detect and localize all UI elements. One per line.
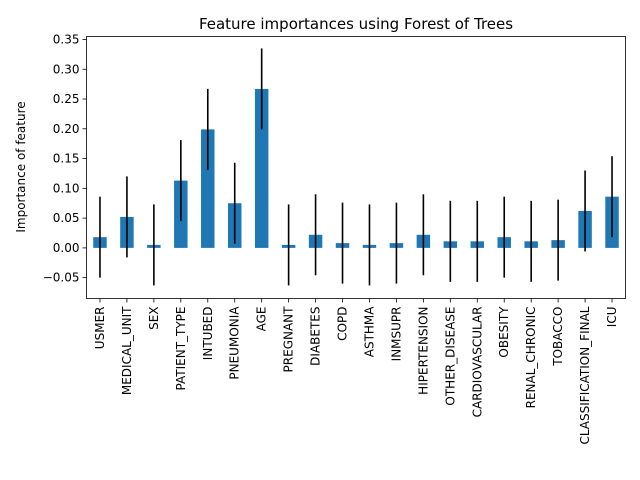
y-tick-label: 0.00 <box>53 241 80 255</box>
x-tick-label: HIPERTENSION <box>416 307 430 395</box>
x-tick-label: OTHER_DISEASE <box>443 307 457 406</box>
x-tick-label: PATIENT_TYPE <box>174 307 188 391</box>
plot-frame <box>86 36 626 299</box>
y-tick-label: 0.05 <box>53 211 80 225</box>
x-axis-ticks: USMER MEDICAL_UNIT SEX PATIENT_TYPE INTUBED P… <box>93 298 619 445</box>
x-tick-label: PREGNANT <box>282 306 296 373</box>
chart-title: Feature importances using Forest of Tree… <box>199 15 513 33</box>
bar <box>201 129 215 248</box>
x-tick-label: PNEUMONIA <box>228 306 242 380</box>
x-tick-label: INMSUPR <box>389 307 403 362</box>
y-tick-label: 0.20 <box>53 122 80 136</box>
x-tick-label: INTUBED <box>201 307 215 361</box>
plot-area <box>93 48 619 286</box>
x-tick-label: MEDICAL_UNIT <box>120 306 134 395</box>
y-tick-label: 0.30 <box>53 62 80 76</box>
y-tick-label: −0.05 <box>43 271 80 285</box>
y-axis-label: Importance of feature <box>14 101 28 232</box>
x-tick-label: ICU <box>605 307 619 328</box>
y-tick-label: 0.35 <box>53 32 80 46</box>
y-tick-label: 0.10 <box>53 181 80 195</box>
x-tick-label: USMER <box>93 307 107 350</box>
y-axis-ticks: −0.05 0.00 0.05 0.10 0.15 0.20 0.25 0.30 0.35 <box>43 32 87 285</box>
x-tick-label: SEX <box>147 307 161 330</box>
x-tick-label: AGE <box>255 307 269 332</box>
x-tick-label: RENAL_CHRONIC <box>524 307 538 409</box>
bar <box>254 88 269 248</box>
x-tick-label: CARDIOVASCULAR <box>470 307 484 418</box>
y-tick-label: 0.15 <box>53 152 80 166</box>
x-tick-label: CLASSIFICATION_FINAL <box>578 306 592 444</box>
x-tick-label: DIABETES <box>309 307 323 366</box>
x-tick-label: OBESITY <box>497 306 511 358</box>
y-tick-label: 0.25 <box>53 92 80 106</box>
x-tick-label: TOBACCO <box>551 307 565 367</box>
x-tick-label: COPD <box>336 307 350 341</box>
x-tick-label: ASTHMA <box>362 306 376 358</box>
